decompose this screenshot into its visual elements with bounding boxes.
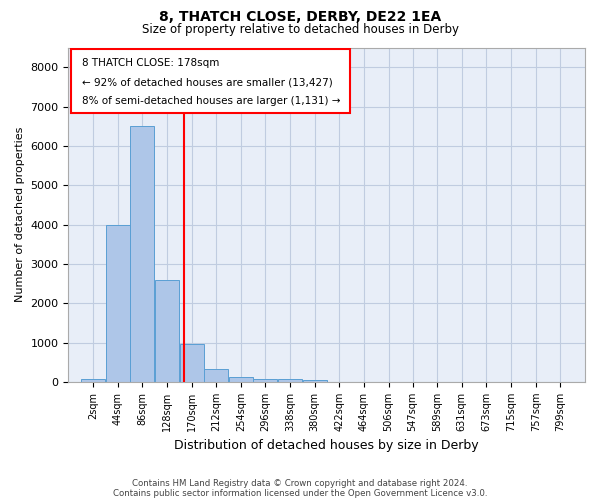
Bar [229,377,253,382]
Bar [130,126,154,382]
Y-axis label: Number of detached properties: Number of detached properties [15,127,25,302]
FancyBboxPatch shape [71,49,350,112]
Text: 8 THATCH CLOSE: 178sqm: 8 THATCH CLOSE: 178sqm [82,58,220,68]
Bar [278,379,302,382]
Text: ← 92% of detached houses are smaller (13,427): ← 92% of detached houses are smaller (13… [82,77,333,87]
Bar [302,380,327,382]
Bar [179,344,203,382]
Text: Contains public sector information licensed under the Open Government Licence v3: Contains public sector information licen… [113,488,487,498]
Text: 8% of semi-detached houses are larger (1,131) →: 8% of semi-detached houses are larger (1… [82,96,341,106]
Bar [253,379,277,382]
Bar [204,369,228,382]
Bar [106,224,130,382]
Text: 8, THATCH CLOSE, DERBY, DE22 1EA: 8, THATCH CLOSE, DERBY, DE22 1EA [159,10,441,24]
Text: Size of property relative to detached houses in Derby: Size of property relative to detached ho… [142,22,458,36]
Text: Contains HM Land Registry data © Crown copyright and database right 2024.: Contains HM Land Registry data © Crown c… [132,478,468,488]
X-axis label: Distribution of detached houses by size in Derby: Distribution of detached houses by size … [175,440,479,452]
Bar [155,280,179,382]
Bar [81,379,105,382]
